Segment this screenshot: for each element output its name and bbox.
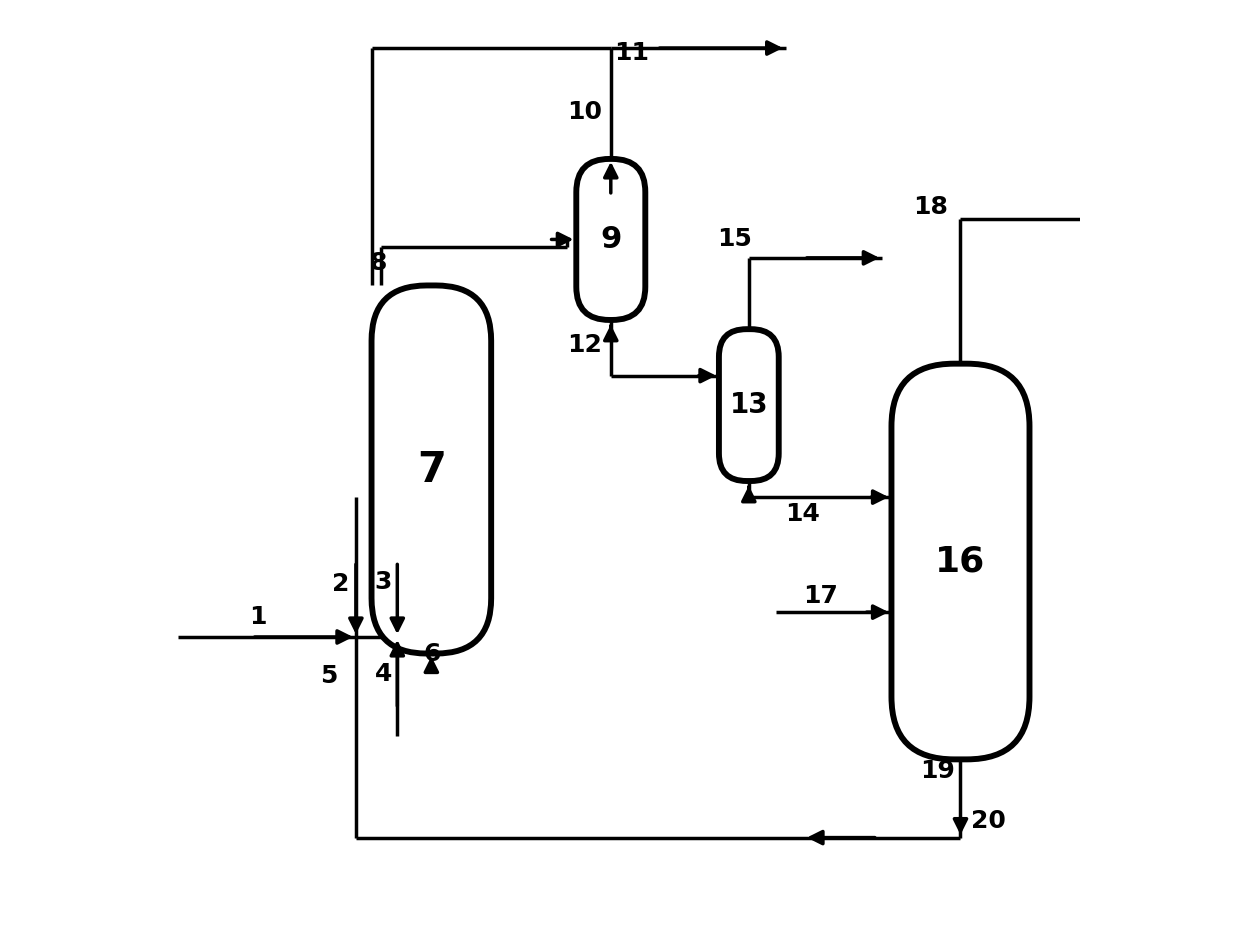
Text: 12: 12 <box>568 333 603 357</box>
Text: 19: 19 <box>920 760 955 783</box>
Text: 10: 10 <box>568 100 603 125</box>
FancyBboxPatch shape <box>719 330 779 481</box>
Text: 11: 11 <box>615 40 650 65</box>
Text: 4: 4 <box>374 662 392 685</box>
Text: 3: 3 <box>374 570 392 593</box>
Text: 8: 8 <box>370 252 387 275</box>
Text: 2: 2 <box>331 572 348 595</box>
Text: 6: 6 <box>424 641 441 666</box>
Text: 5: 5 <box>320 664 337 687</box>
FancyBboxPatch shape <box>577 159 645 320</box>
Text: 1: 1 <box>249 605 267 629</box>
Text: 15: 15 <box>718 227 753 252</box>
Text: 13: 13 <box>729 391 768 419</box>
FancyBboxPatch shape <box>892 363 1029 760</box>
Text: 18: 18 <box>914 195 949 219</box>
Text: 14: 14 <box>785 501 820 526</box>
FancyBboxPatch shape <box>372 285 491 654</box>
Text: 17: 17 <box>804 584 838 608</box>
Text: 7: 7 <box>417 449 446 490</box>
Text: 9: 9 <box>600 225 621 254</box>
Text: 16: 16 <box>935 545 986 578</box>
Text: 20: 20 <box>971 809 1006 833</box>
